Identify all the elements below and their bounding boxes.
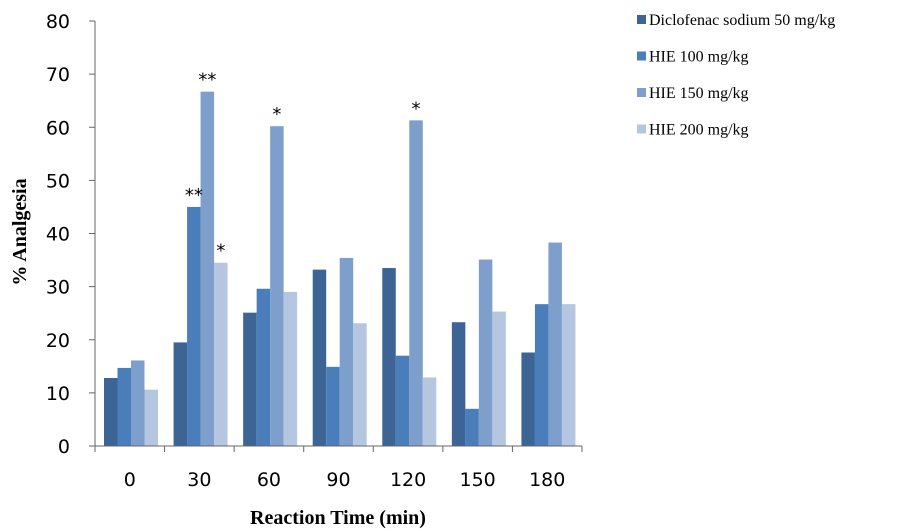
significance-marker: ** [185,185,203,206]
bar [200,91,215,446]
legend-label: HIE 200 mg/kg [649,122,749,139]
bar [326,366,340,446]
bar [409,120,423,446]
y-tick-label: 10 [46,383,70,405]
x-tick-label: 90 [326,469,350,491]
y-tick-label: 80 [46,11,70,33]
bar [353,323,367,446]
y-tick-label: 0 [58,436,70,458]
y-tick-label: 50 [46,170,70,192]
bar [187,206,201,446]
legend: Diclofenac sodium 50 mg/kg HIE 100 mg/kg H… [637,12,835,139]
x-tick-label: 30 [187,469,211,491]
bar [561,304,576,446]
x-axis-ticks: 0 30 60 90 120 150 180 [94,446,583,491]
bar [283,291,298,446]
legend-label: HIE 150 mg/kg [649,85,749,102]
legend-label: Diclofenac sodium 50 mg/kg [649,12,835,29]
bar [521,352,535,446]
x-tick-label: 120 [390,469,426,491]
legend-swatch [637,15,646,24]
significance-marker: * [412,98,421,119]
bar [312,269,327,446]
y-axis-title: % Analgesia [9,178,31,285]
bar [173,342,188,446]
bars-group [104,91,576,446]
y-tick-label: 20 [46,330,70,352]
legend-swatch [637,124,646,134]
bar [451,322,466,446]
legend-swatch [637,88,646,97]
x-axis-title: Reaction Time (min) [250,507,426,529]
bar [534,304,549,446]
bar [422,377,437,446]
x-tick-label: 0 [124,469,136,491]
bar [548,242,562,446]
bar [131,360,145,446]
y-tick-label: 60 [46,117,70,139]
bar [382,268,396,446]
bar [144,389,158,446]
legend-label: HIE 100 mg/kg [649,49,749,66]
bar [256,288,271,446]
y-tick-label: 30 [46,277,70,299]
y-tick-label: 70 [46,64,70,86]
bar [270,126,284,446]
legend-swatch [637,51,646,61]
significance-marker: ** [198,70,216,91]
bar [395,355,410,446]
x-tick-label: 180 [529,469,565,491]
bar [243,312,257,446]
y-tick-label: 40 [46,224,70,246]
bar [104,378,118,446]
x-tick-label: 150 [460,469,496,491]
y-axis-ticks: 0 10 20 30 40 50 60 70 80 [46,11,95,458]
bar [117,367,131,446]
x-tick-label: 60 [257,469,281,491]
bar [214,262,228,446]
significance-marker: * [272,104,281,125]
bar [478,259,493,446]
bar [465,408,479,446]
significance-annotations: ****** * [185,70,421,262]
bar [339,257,354,446]
significance-marker: * [216,241,225,262]
bar [492,311,506,446]
